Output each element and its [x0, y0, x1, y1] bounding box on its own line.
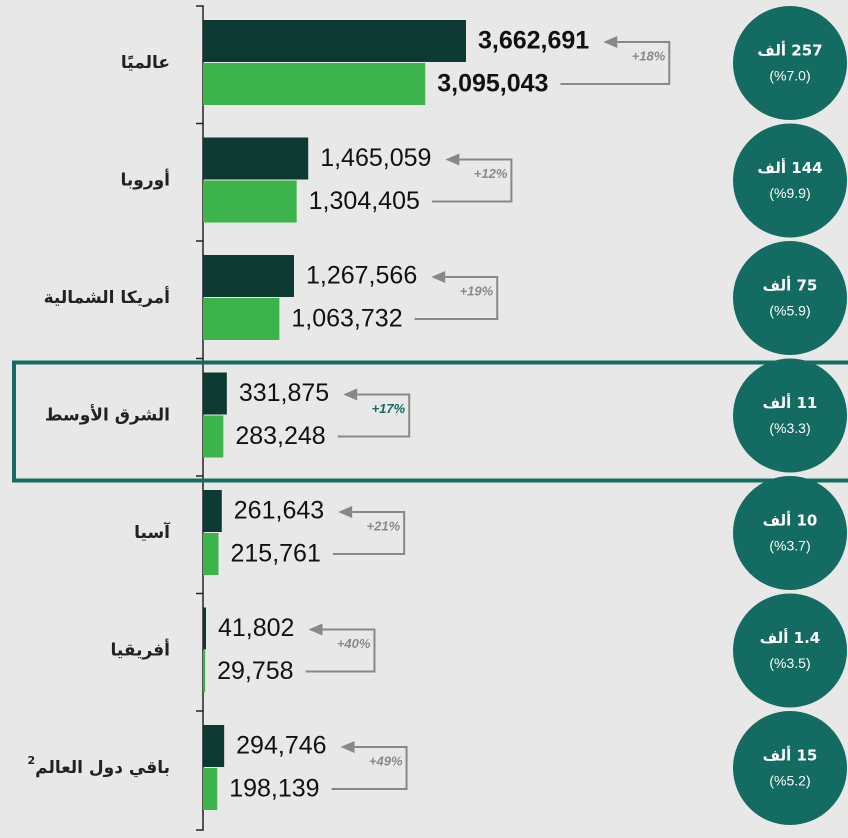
- growth-label: +18%: [632, 48, 666, 63]
- connector: [431, 158, 513, 203]
- category-label: الشرق الأوسط: [45, 405, 170, 426]
- arrow-head: [603, 36, 618, 48]
- value-label: 3,095,043: [437, 70, 548, 98]
- badge: [733, 593, 847, 708]
- value-label: 1,304,405: [309, 187, 420, 215]
- value-label: 294,746: [236, 732, 326, 760]
- badge-sublabel: (%3.3): [769, 420, 810, 436]
- badge-label: 75 ألف: [763, 276, 818, 295]
- growth-label: +21%: [367, 518, 401, 533]
- value-label: 1,267,566: [306, 262, 417, 290]
- connector: [337, 393, 411, 438]
- bar: [203, 415, 224, 458]
- arrow-head: [445, 153, 460, 166]
- bar: [203, 768, 218, 810]
- badge-sublabel: (%3.7): [769, 538, 810, 554]
- axis-line: [196, 5, 204, 831]
- bar: [203, 607, 207, 650]
- arrow-head: [343, 388, 358, 401]
- badge-sublabel: (%5.2): [769, 773, 810, 789]
- bar: [203, 725, 225, 767]
- value-label: 1,063,732: [291, 305, 402, 333]
- growth-label: +12%: [474, 166, 508, 181]
- category-label: عالميًا: [121, 53, 170, 73]
- growth-label: +40%: [337, 636, 371, 651]
- bar: [203, 20, 466, 62]
- value-label: 283,248: [235, 422, 325, 450]
- badge: [733, 476, 847, 590]
- connector: [331, 746, 408, 790]
- badge: [733, 241, 847, 355]
- bar: [203, 255, 295, 297]
- bar: [203, 298, 280, 340]
- value-label: 331,875: [239, 379, 329, 407]
- value-label: 198,139: [229, 775, 319, 803]
- category-label: باقي دول العالم2: [27, 754, 170, 778]
- category-label: أمريكا الشمالية: [44, 286, 170, 308]
- growth-label: +49%: [369, 753, 403, 768]
- badge-label: 1.4 ألف: [760, 628, 820, 647]
- bar: [203, 533, 219, 575]
- badge-label: 257 ألف: [757, 41, 822, 60]
- connector: [305, 628, 376, 673]
- connector: [414, 276, 499, 320]
- category-label: أوروبا: [120, 169, 170, 191]
- bar: [203, 372, 227, 415]
- value-label: 1,465,059: [320, 144, 431, 172]
- growth-label: +19%: [460, 283, 494, 298]
- bar: [203, 490, 222, 532]
- badge: [733, 711, 847, 825]
- category-label: أفريقيا: [111, 639, 170, 661]
- badge: [733, 123, 847, 238]
- badge-sublabel: (%3.5): [769, 655, 810, 671]
- arrow-head: [431, 271, 446, 283]
- value-label: 41,802: [218, 614, 294, 642]
- connector: [560, 41, 671, 85]
- badge-label: 11 ألف: [763, 393, 818, 412]
- bar: [203, 180, 297, 223]
- value-label: 3,662,691: [478, 27, 589, 55]
- bar: [203, 137, 309, 180]
- highlight-box: [12, 360, 848, 483]
- value-label: 29,758: [217, 657, 293, 685]
- arrow-head: [308, 623, 323, 636]
- connector: [332, 511, 406, 555]
- bar: [203, 650, 206, 693]
- bar: [203, 63, 426, 105]
- badge-label: 15 ألف: [763, 746, 818, 765]
- growth-label: +17%: [372, 401, 406, 416]
- badge-sublabel: (%5.9): [769, 303, 810, 319]
- badge-label: 144 ألف: [757, 158, 822, 177]
- value-label: 215,761: [230, 540, 320, 568]
- badge-label: 10 ألف: [763, 511, 818, 530]
- badge-sublabel: (%9.9): [769, 185, 810, 201]
- badge-sublabel: (%7.0): [769, 68, 810, 84]
- badge: [733, 6, 847, 120]
- category-note: 2: [27, 754, 35, 767]
- arrow-head: [338, 506, 353, 518]
- arrow-head: [340, 741, 355, 753]
- badge: [733, 358, 847, 473]
- value-label: 261,643: [234, 497, 324, 525]
- category-label: آسيا: [134, 521, 171, 543]
